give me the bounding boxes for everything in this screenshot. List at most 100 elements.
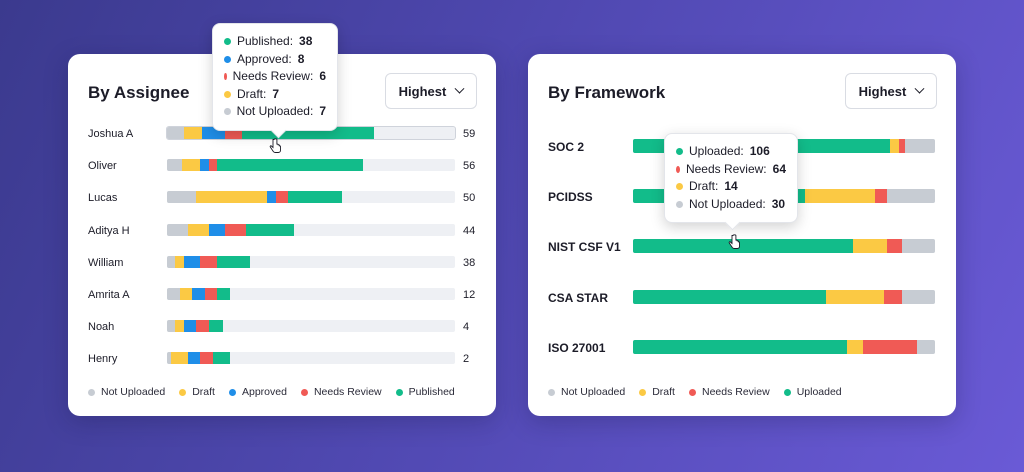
bar-segment-approved[interactable] [208, 223, 226, 236]
tooltip-value: 38 [299, 34, 313, 48]
bar-segment-not-uploaded[interactable] [167, 288, 180, 300]
bar-track[interactable] [167, 191, 455, 204]
sort-dropdown[interactable]: Highest [385, 73, 477, 109]
bar-segment-not-uploaded[interactable] [167, 320, 176, 333]
bar-segment-not-uploaded[interactable] [167, 223, 188, 236]
tooltip-dot [676, 148, 683, 156]
bar-segment-not-uploaded[interactable] [167, 127, 184, 139]
bar-segment-needs-review[interactable] [874, 189, 887, 204]
row-count: 12 [463, 289, 476, 301]
bar-segment-published[interactable] [246, 223, 295, 236]
tooltip-dot [676, 200, 683, 208]
bar-track[interactable] [167, 159, 455, 172]
tooltip-label: Published: [237, 34, 294, 48]
bar-segment-not-uploaded[interactable] [167, 255, 176, 268]
row-label: William [88, 256, 124, 269]
tooltip-label: Uploaded: [689, 144, 744, 158]
legend-item: Not Uploaded [548, 386, 625, 398]
row-label: Aditya H [88, 224, 130, 237]
row-count: 50 [463, 192, 476, 205]
bar-segment-draft[interactable] [175, 320, 184, 333]
bar-track[interactable] [167, 288, 455, 300]
bar-segment-needs-review[interactable] [862, 339, 917, 354]
tooltip-label: Draft: [689, 179, 719, 193]
bar-segment-not-uploaded[interactable] [904, 139, 935, 153]
bar-segment-not-uploaded[interactable] [167, 352, 172, 365]
bar-segment-approved[interactable] [183, 255, 201, 268]
legend-dot [228, 388, 236, 396]
bar-segment-published[interactable] [217, 288, 230, 300]
tooltip-label: Draft: [237, 86, 267, 101]
bar-segment-draft[interactable] [175, 255, 184, 268]
row-label: PCIDSS [548, 190, 593, 205]
bar-segment-draft[interactable] [805, 189, 875, 204]
bar-segment-not-uploaded[interactable] [901, 239, 935, 254]
bar-segment-draft[interactable] [181, 159, 201, 172]
bar-segment-not-uploaded[interactable] [167, 191, 197, 204]
legend-dot [688, 388, 696, 396]
bar-segment-published[interactable] [208, 320, 224, 333]
hand-cursor-icon [728, 234, 740, 249]
bar-segment-needs-review[interactable] [898, 139, 905, 153]
bar-segment-published[interactable] [633, 289, 827, 304]
bar-segment-not-uploaded[interactable] [916, 339, 935, 354]
bar-segment-needs-review[interactable] [200, 352, 213, 365]
tooltip-row: Published: 38 [224, 33, 326, 51]
bar-track[interactable] [167, 255, 455, 268]
bar-segment-draft[interactable] [183, 127, 203, 139]
bar-segment-published[interactable] [217, 159, 364, 172]
legend-item: Approved [228, 386, 287, 398]
bar-segment-published[interactable] [217, 255, 251, 268]
row-label: SOC 2 [548, 140, 585, 154]
bar-segment-published[interactable] [288, 191, 343, 204]
tooltip-row: Draft: 14 [676, 178, 786, 196]
bar-track[interactable] [633, 239, 935, 254]
bar-segment-draft[interactable] [847, 339, 863, 354]
sort-dropdown[interactable]: Highest [845, 73, 937, 109]
bar-segment-published[interactable] [633, 339, 848, 354]
legend-dot [300, 388, 308, 396]
bar-segment-published[interactable] [633, 239, 854, 254]
bar-segment-approved[interactable] [267, 191, 276, 204]
tooltip-value: 6 [319, 69, 326, 83]
tooltip-label: Needs Review: [232, 69, 314, 83]
bar-segment-needs-review[interactable] [204, 288, 218, 300]
bar-segment-approved[interactable] [200, 159, 209, 172]
bar-segment-not-uploaded[interactable] [167, 159, 182, 172]
tooltip-dot [224, 90, 231, 98]
row-label: NIST CSF V1 [548, 240, 621, 255]
tooltip-row: Not Uploaded: 7 [224, 103, 326, 121]
bar-track[interactable] [167, 223, 455, 236]
bar-segment-approved[interactable] [187, 352, 201, 365]
bar-track[interactable] [633, 339, 935, 354]
tooltip-dot [224, 73, 227, 81]
bar-segment-draft[interactable] [196, 191, 268, 204]
bar-track[interactable] [633, 289, 935, 304]
chevron-down-icon [454, 83, 465, 94]
bar-segment-needs-review[interactable] [886, 239, 902, 254]
bar-segment-not-uploaded[interactable] [886, 189, 935, 204]
legend-dot [395, 388, 403, 396]
bar-segment-draft[interactable] [187, 223, 209, 236]
bar-segment-draft[interactable] [889, 139, 899, 153]
legend: Not Uploaded Draft Needs Review Uploaded [548, 386, 842, 398]
bar-segment-approved[interactable] [183, 320, 197, 333]
bar-segment-needs-review[interactable] [200, 255, 218, 268]
bar-segment-draft[interactable] [179, 288, 193, 300]
bar-segment-needs-review[interactable] [208, 159, 218, 172]
bar-segment-approved[interactable] [192, 288, 205, 300]
bar-segment-draft[interactable] [853, 239, 887, 254]
bar-track[interactable] [167, 352, 455, 365]
bar-segment-published[interactable] [212, 352, 230, 365]
framework-tooltip: Uploaded: 106 Needs Review: 64 Draft: 14 Not U… [664, 133, 798, 223]
tooltip-value: 106 [749, 144, 770, 158]
bar-segment-draft[interactable] [171, 352, 188, 365]
bar-segment-needs-review[interactable] [196, 320, 209, 333]
legend-dot [783, 388, 791, 396]
bar-track[interactable] [167, 320, 455, 333]
bar-segment-needs-review[interactable] [225, 223, 247, 236]
bar-segment-needs-review[interactable] [275, 191, 289, 204]
bar-segment-not-uploaded[interactable] [901, 289, 935, 304]
bar-segment-draft[interactable] [826, 289, 884, 304]
bar-segment-needs-review[interactable] [883, 289, 902, 304]
